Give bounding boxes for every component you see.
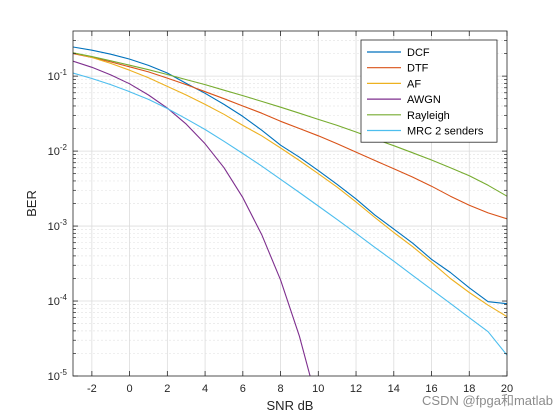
y-tick-label: 10-4	[48, 293, 68, 308]
x-tick-label: 6	[240, 383, 246, 395]
legend-label-af: AF	[407, 78, 421, 90]
y-tick-label: 10-5	[48, 368, 68, 383]
x-tick-label: 0	[127, 383, 133, 395]
x-tick-label: 16	[425, 383, 437, 395]
legend: DCF DTF AF AWGN Rayleigh MRC 2 senders	[360, 39, 498, 143]
x-tick-label: 8	[278, 383, 284, 395]
x-tick-label: 12	[350, 383, 362, 395]
legend-label-rayleigh: Rayleigh	[407, 110, 450, 122]
y-tick-labels: 10-5 10-4 10-3 10-2 10-1	[48, 68, 68, 383]
x-tick-label: 10	[312, 383, 324, 395]
series-line-awgn	[73, 60, 311, 376]
series-line-rayleigh	[73, 52, 507, 197]
series-lines	[73, 46, 507, 376]
y-tick-label: 10-3	[48, 218, 68, 233]
y-axis-label: BER	[24, 190, 39, 217]
series-line-dtf	[73, 53, 507, 220]
x-tick-label: 18	[463, 383, 475, 395]
major-grid	[73, 31, 507, 376]
x-tick-label: 2	[164, 383, 170, 395]
x-tick-label: -2	[87, 383, 97, 395]
series-line-af	[73, 52, 507, 318]
legend-label-awgn: AWGN	[407, 94, 441, 106]
watermark: CSDN @fpga和matlab	[422, 393, 553, 408]
axis-ticks	[73, 31, 508, 377]
series-line-dcf	[73, 46, 507, 305]
legend-label-dtf: DTF	[407, 63, 429, 75]
x-tick-label: 20	[501, 383, 513, 395]
legend-label-mrc-2-senders: MRC 2 senders	[407, 126, 484, 138]
legend-label-dcf: DCF	[407, 47, 430, 59]
x-tick-label: 14	[388, 383, 400, 395]
legend-box	[360, 39, 498, 143]
x-tick-labels: -2 0 2 4 6 8 10 12 14 16 18 20	[87, 383, 513, 395]
series-line-mrc-2-senders	[73, 72, 507, 356]
y-tick-label: 10-2	[48, 143, 68, 158]
x-axis-label: SNR dB	[267, 398, 314, 413]
x-tick-label: 4	[202, 383, 208, 395]
y-tick-label: 10-1	[48, 68, 68, 83]
